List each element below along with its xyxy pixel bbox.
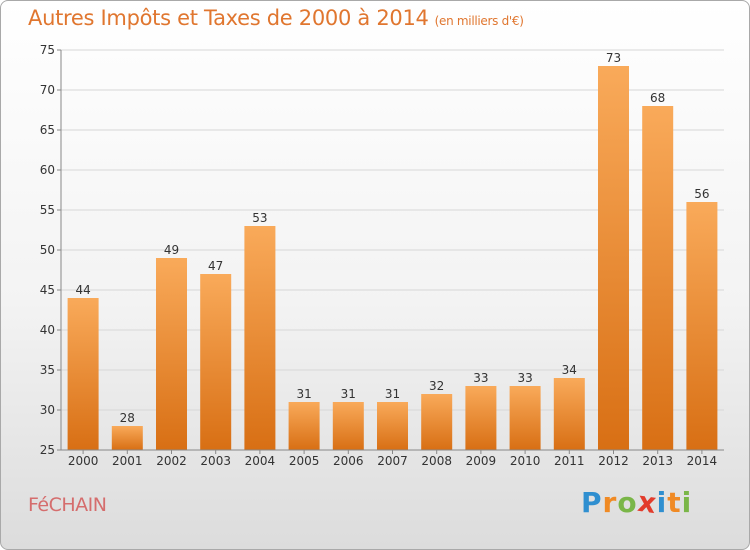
y-tick-label: 70 <box>40 83 55 97</box>
bar <box>244 226 276 450</box>
y-tick-label: 25 <box>40 443 55 457</box>
proxiti-logo: Proxiti <box>581 484 693 521</box>
bar-value-label: 44 <box>75 283 90 297</box>
logo-letter: i <box>681 486 693 519</box>
bar <box>111 426 143 450</box>
x-tick-label: 2008 <box>421 454 452 468</box>
x-tick-label: 2006 <box>333 454 364 468</box>
y-tick-label: 40 <box>40 323 55 337</box>
axes <box>57 49 724 454</box>
labels: 25 30 35 40 45 50 55 60 65 70 75 44 2000 28 2001 49 2002… <box>40 43 717 468</box>
x-tick-label: 2014 <box>687 454 718 468</box>
bar <box>377 402 408 450</box>
logo-letter: i <box>656 486 668 519</box>
bar-value-label: 33 <box>473 371 488 385</box>
bar <box>465 386 497 450</box>
x-tick-label: 2003 <box>200 454 231 468</box>
bar <box>332 402 364 450</box>
bar-value-label: 33 <box>517 371 532 385</box>
bar-value-label: 47 <box>208 259 223 273</box>
y-tick-label: 50 <box>40 243 55 257</box>
bar <box>288 402 320 450</box>
bar-value-label: 31 <box>341 387 356 401</box>
city-name: FéCHAIN <box>28 494 107 516</box>
bar-value-label: 28 <box>120 411 135 425</box>
y-tick-label: 30 <box>40 403 55 417</box>
bar-value-label: 32 <box>429 379 444 393</box>
bar-value-label: 68 <box>650 91 665 105</box>
logo-letter: o <box>617 486 638 519</box>
chart-title: Autres Impôts et Taxes de 2000 à 2014 (en… <box>28 6 524 30</box>
logo-letter: t <box>667 486 682 519</box>
bars <box>67 66 718 450</box>
bar-value-label: 31 <box>296 387 311 401</box>
y-tick-label: 45 <box>40 283 55 297</box>
bar <box>67 298 99 450</box>
bar-value-label: 31 <box>385 387 400 401</box>
y-tick-label: 75 <box>40 43 55 57</box>
bar-value-label: 56 <box>694 187 709 201</box>
x-tick-label: 2010 <box>510 454 541 468</box>
bar-value-label: 49 <box>164 243 179 257</box>
y-tick-label: 35 <box>40 363 55 377</box>
x-tick-label: 2007 <box>377 454 408 468</box>
logo-letter: P <box>581 486 603 519</box>
x-tick-label: 2011 <box>554 454 585 468</box>
bar-value-label: 53 <box>252 211 267 225</box>
x-tick-label: 2002 <box>156 454 187 468</box>
bar <box>421 394 453 450</box>
y-tick-label: 60 <box>40 163 55 177</box>
chart-title-text: Autres Impôts et Taxes de 2000 à 2014 <box>28 6 429 30</box>
bar <box>509 386 541 450</box>
bar-value-label: 34 <box>562 363 577 377</box>
x-tick-label: 2001 <box>112 454 143 468</box>
x-tick-label: 2000 <box>68 454 99 468</box>
bar <box>598 66 629 450</box>
x-tick-label: 2013 <box>642 454 673 468</box>
bar <box>156 258 187 450</box>
logo-letter: r <box>602 486 618 519</box>
x-tick-label: 2012 <box>598 454 629 468</box>
y-tick-label: 65 <box>40 123 55 137</box>
chart-subtitle: (en milliers d'€) <box>434 14 524 28</box>
bar <box>553 378 585 450</box>
bar <box>642 106 674 450</box>
logo-letter: x <box>635 484 659 521</box>
bar <box>686 202 718 450</box>
bar-value-label: 73 <box>606 51 621 65</box>
bar <box>200 274 232 450</box>
x-tick-label: 2009 <box>466 454 497 468</box>
x-tick-label: 2005 <box>289 454 320 468</box>
x-tick-label: 2004 <box>245 454 276 468</box>
y-tick-label: 55 <box>40 203 55 217</box>
